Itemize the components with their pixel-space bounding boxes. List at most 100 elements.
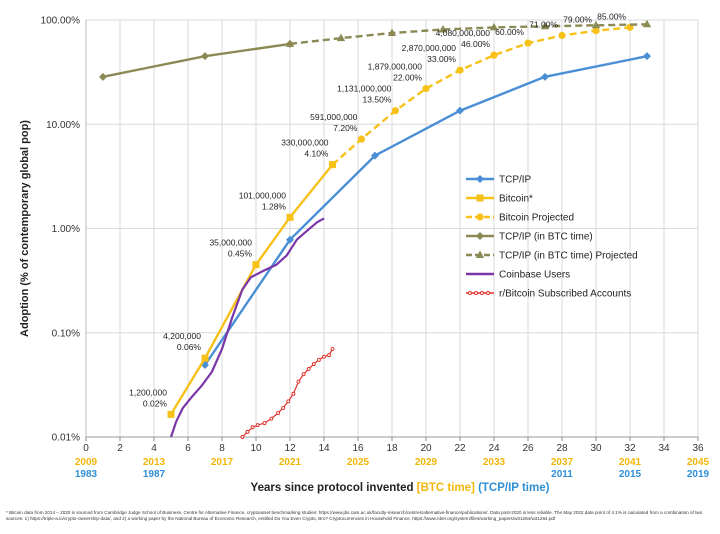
legend-label-tcp-ip: TCP/IP [499, 175, 532, 186]
data-point-bitcoin [201, 354, 209, 362]
data-point-r-bitcoin-subscribed-accounts [245, 429, 250, 434]
data-point-tcp-ip-in-btc-time-projected [540, 21, 550, 30]
legend-marker-bitcoin [476, 194, 484, 202]
data-point-tcp-ip-in-btc-time-projected [387, 28, 397, 37]
data-point-r-bitcoin-subscribed-accounts [322, 354, 326, 359]
data-point-tcp-ip-in-btc-time-projected [489, 22, 499, 31]
x-tick-label: 10 [250, 443, 262, 454]
data-point-r-bitcoin-subscribed-accounts [291, 391, 296, 396]
annotation-percent: 13.50% [363, 95, 392, 105]
data-point-r-bitcoin-subscribed-accounts [327, 353, 332, 358]
legend-marker-r-bitcoin-subscribed-accounts [486, 291, 490, 295]
data-point-tcp-ip [371, 151, 379, 160]
btc-year-label: 2041 [619, 457, 642, 468]
data-point-r-bitcoin-subscribed-accounts [262, 421, 267, 426]
legend-marker-r-bitcoin-subscribed-accounts [474, 291, 478, 295]
annotation-percent: 79.00% [563, 15, 592, 25]
series-line-tcp-ip [204, 55, 648, 366]
y-tick-label: 1.00% [52, 224, 80, 235]
series-line-tcp-ip-in-btc-time [102, 42, 291, 78]
x-tick-label: 30 [590, 443, 602, 454]
btc-year-label: 2021 [279, 457, 302, 468]
data-point-bitcoin-projected [558, 31, 566, 40]
data-point-r-bitcoin-subscribed-accounts [330, 346, 335, 351]
annotation-percent: 46.00% [461, 39, 490, 49]
data-point-r-bitcoin-subscribed-accounts [301, 372, 306, 377]
annotation-count: 4,200,000 [163, 331, 201, 341]
y-tick-label: 0.01% [52, 433, 80, 444]
x-tick-label: 20 [420, 443, 432, 454]
legend-marker-bitcoin-projected [476, 213, 484, 221]
data-point-r-bitcoin-subscribed-accounts [255, 423, 260, 428]
btc-year-label: 2013 [143, 457, 166, 468]
annotation-percent: 71.00% [529, 20, 558, 30]
annotation-count: 101,000,000 [239, 190, 287, 200]
data-point-r-bitcoin-subscribed-accounts [306, 366, 311, 371]
x-tick-label: 22 [454, 443, 466, 454]
x-tick-label: 12 [284, 443, 296, 454]
data-point-tcp-ip-in-btc-time [201, 52, 209, 61]
legend-label-tcp-ip-in-btc-time: TCP/IP (in BTC time) [499, 232, 593, 243]
x-tick-label: 34 [658, 443, 670, 454]
data-point-tcp-ip-in-btc-time-projected [438, 25, 448, 33]
annotation-percent: 0.45% [228, 249, 253, 259]
data-point-r-bitcoin-subscribed-accounts [296, 379, 301, 384]
data-point-bitcoin-projected [422, 84, 430, 93]
data-point-tcp-ip [286, 235, 294, 244]
legend: TCP/IP Bitcoin* Bitcoin Projected TCP/IP (i… [466, 175, 638, 300]
x-axis-title-main: Years since protocol invented [250, 482, 414, 494]
data-point-r-bitcoin-subscribed-accounts [316, 357, 321, 362]
data-point-r-bitcoin-subscribed-accounts [240, 435, 245, 439]
tcp-year-label: 1983 [75, 469, 98, 480]
annotation-count: 2,870,000,000 [402, 43, 457, 53]
x-axis-title-tcp: (TCP/IP time) [478, 482, 550, 494]
x-tick-label: 24 [488, 443, 500, 454]
legend-marker-tcp-ip-in-btc-time-projected [475, 250, 485, 258]
legend-label-bitcoin: Bitcoin* [499, 194, 533, 205]
x-tick-label: 14 [318, 443, 330, 454]
data-point-bitcoin [286, 213, 294, 221]
legend-marker-r-bitcoin-subscribed-accounts [468, 291, 472, 295]
data-point-r-bitcoin-subscribed-accounts [311, 362, 316, 367]
y-axis-title: Adoption (% of contemporary global pop) [19, 120, 31, 337]
data-point-tcp-ip-in-btc-time [99, 72, 107, 81]
x-axis-title-btc: [BTC time] [416, 482, 475, 494]
series-line-coinbase-users [169, 217, 325, 438]
x-tick-label: 4 [151, 443, 157, 454]
data-point-tcp-ip [456, 106, 464, 115]
btc-year-label: 2025 [347, 457, 370, 468]
data-point-tcp-ip [541, 72, 549, 81]
annotation-percent: 4.10% [304, 149, 329, 159]
x-axis-title: Years since protocol invented [BTC time]… [0, 482, 720, 494]
legend-marker-tcp-ip [476, 175, 484, 183]
data-point-bitcoin-projected [456, 66, 464, 74]
data-point-tcp-ip-in-btc-time-projected [591, 20, 601, 29]
btc-year-label: 2017 [211, 457, 234, 468]
x-tick-label: 18 [386, 443, 398, 454]
legend-label-tcp-ip-in-btc-time-projected: TCP/IP (in BTC time) Projected [499, 251, 638, 262]
x-tick-label: 28 [556, 443, 568, 454]
annotation-percent: 7.20% [333, 123, 358, 133]
footnote: * Bitcoin data from 2014 – 2020 is sourc… [6, 510, 703, 521]
btc-year-label: 2045 [687, 457, 710, 468]
annotation-percent: 60.00% [495, 27, 524, 37]
data-point-tcp-ip [643, 52, 651, 61]
annotation-count: 330,000,000 [281, 138, 329, 148]
x-tick-label: 6 [185, 443, 191, 454]
data-point-r-bitcoin-subscribed-accounts [276, 411, 281, 415]
axes: 0.01%0.10%1.00%10.00%100.00%0 2 4 6 8 10 12 14 1… [19, 16, 710, 481]
data-point-bitcoin-projected [391, 107, 399, 115]
y-tick-label: 10.00% [46, 120, 80, 131]
annotation-count: 1,200,000 [129, 387, 167, 397]
x-tick-label: 36 [692, 443, 704, 454]
y-tick-label: 100.00% [41, 16, 81, 27]
data-point-tcp-ip-in-btc-time-projected [642, 19, 652, 28]
series-group [99, 19, 652, 439]
x-tick-label: 2 [117, 443, 123, 454]
data-point-tcp-ip-in-btc-time-projected [336, 33, 346, 42]
annotation-count: 591,000,000 [310, 112, 358, 122]
data-point-r-bitcoin-subscribed-accounts [281, 405, 286, 410]
x-tick-label: 16 [352, 443, 364, 454]
